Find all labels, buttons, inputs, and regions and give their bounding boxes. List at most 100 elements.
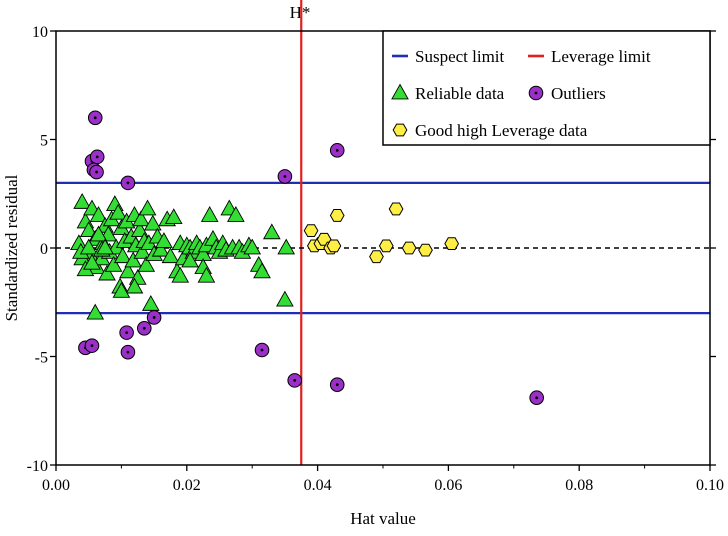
- reliable-data-point-34: [137, 255, 156, 272]
- legend-box: [382, 30, 711, 146]
- outliers-point-17-center: [535, 396, 539, 400]
- reliable-data-point-24: [119, 262, 137, 279]
- reliable-data-point-75: [197, 266, 216, 283]
- good-high-leverage-data-point-5: [326, 239, 342, 253]
- reliable-data-point-73: [277, 238, 296, 255]
- reliable-data-point-56: [200, 206, 219, 222]
- reliable-data-point-68: [243, 238, 262, 255]
- legend: Suspect limit Leverage limit Reliable data…: [382, 30, 711, 146]
- outliers-point-7: [329, 143, 345, 158]
- outliers-point-11: [120, 344, 136, 360]
- axes: 0.00 0.02 0.04 0.06 0.08 0.10 10 5 0 -5 -10: [27, 24, 724, 494]
- y-tick-label-3: -5: [35, 350, 48, 367]
- reliable-data-point-78: [125, 277, 144, 294]
- reliable-data-point-44: [161, 247, 180, 264]
- plot-area: [56, 0, 710, 465]
- outliers-point-6-center: [283, 174, 287, 178]
- good-high-leverage-data-point-12: [444, 237, 460, 251]
- reliable-data-point-15: [104, 255, 123, 272]
- reliable-data-point-71: [262, 223, 281, 240]
- x-tick-label-5: 0.10: [696, 477, 724, 494]
- legend-outliers-label: Outliers: [551, 84, 606, 103]
- x-axis-label: Hat value: [350, 509, 416, 528]
- reliable-data-point-64: [227, 206, 245, 222]
- hstar-label: H*: [290, 3, 311, 22]
- outliers-point-10: [119, 325, 134, 340]
- outliers-point-15-center: [293, 378, 297, 382]
- outliers-point-10-center: [125, 331, 129, 335]
- reliable-data-point-77: [171, 266, 190, 283]
- outliers-point-11-center: [126, 350, 130, 354]
- reliable-data-point-76: [181, 251, 199, 268]
- reliable-data-point-18: [109, 203, 127, 220]
- outliers-point-12-center: [142, 326, 146, 330]
- reliable-data-point-41: [151, 240, 170, 257]
- outliers-point-9: [84, 338, 100, 353]
- good-high-leverage-data-point-8: [378, 239, 394, 253]
- outliers-point-2: [89, 149, 105, 165]
- outliers-point-14: [254, 342, 270, 358]
- legend-outliers-swatch-center: [534, 91, 538, 95]
- reliable-data-point-21: [113, 247, 132, 264]
- outliers-point-0: [87, 110, 103, 126]
- reliable-data-point-30: [130, 221, 149, 238]
- y-tick-label-1: 5: [40, 133, 48, 150]
- outliers-point-5: [120, 175, 136, 191]
- good-high-leverage-data-point-11: [418, 243, 433, 257]
- reliable-data-point-45: [164, 208, 183, 225]
- reliable-data-point-80: [86, 303, 105, 320]
- reliable-data-point-35: [138, 199, 157, 216]
- x-tick-label-2: 0.04: [304, 477, 332, 494]
- x-tick-label-3: 0.06: [434, 477, 462, 494]
- reliable-data-point-86: [83, 253, 101, 270]
- legend-good-high-leverage-data-swatch: [392, 123, 408, 137]
- outliers-point-15: [287, 373, 303, 388]
- outliers-point-0-center: [93, 116, 97, 120]
- outliers-point-7-center: [335, 148, 339, 152]
- outliers-point-13-center: [152, 316, 156, 319]
- outliers-point-17: [529, 390, 544, 406]
- good-high-leverage-data-point-6: [329, 209, 345, 222]
- legend-suspect-limit-label: Suspect limit: [415, 47, 505, 66]
- reliable-data-point-26: [124, 251, 143, 268]
- legend-leverage-limit-label: Leverage limit: [551, 47, 651, 66]
- reliable-data-point-87: [89, 225, 108, 242]
- y-tick-label-4: -10: [27, 458, 48, 475]
- y-tick-label-2: 0: [40, 241, 48, 258]
- y-tick-label-0: 10: [32, 24, 48, 41]
- outliers-point-13: [146, 310, 162, 325]
- reliable-data-point-79: [112, 281, 131, 298]
- legend-good-high-leverage-data-label: Good high Leverage data: [415, 121, 588, 140]
- outliers-point-4-center: [95, 170, 98, 174]
- reliable-data-point-70: [253, 262, 271, 279]
- outliers-point-2-center: [95, 155, 99, 159]
- outliers-point-5-center: [126, 181, 130, 185]
- reliable-data-point-42: [155, 232, 173, 248]
- good-high-leverage-data-point-10: [401, 241, 417, 255]
- outliers-point-12: [136, 320, 152, 336]
- outliers-point-6: [277, 169, 293, 184]
- outliers-point-16-center: [335, 383, 339, 387]
- reliable-data-point-0: [73, 193, 92, 209]
- reliable-data-point-32: [133, 242, 152, 259]
- y-axis-label: Standardized residual: [2, 174, 21, 321]
- reliable-data-point-38: [143, 214, 162, 231]
- outliers-point-16: [329, 377, 345, 393]
- reliable-data-point-37: [141, 294, 160, 311]
- outliers-point-4: [89, 164, 104, 180]
- legend-outliers-swatch: [528, 85, 544, 101]
- reliable-data-point-2: [79, 221, 98, 238]
- outliers-point-9-center: [90, 344, 94, 348]
- good-high-leverage-data-point-9: [388, 202, 404, 216]
- x-tick-label-1: 0.02: [173, 477, 201, 494]
- good-high-leverage-data-point-7: [369, 250, 384, 264]
- x-tick-label-4: 0.08: [565, 477, 593, 494]
- legend-reliable-data-label: Reliable data: [415, 84, 505, 103]
- reliable-data-point-89: [96, 238, 114, 255]
- reliable-data-point-7: [89, 206, 108, 222]
- reliable-data-point-85: [79, 238, 98, 255]
- good-high-leverage-data-point-0: [303, 224, 319, 238]
- outliers-point-14-center: [260, 348, 264, 352]
- reliable-data-point-72: [276, 290, 294, 307]
